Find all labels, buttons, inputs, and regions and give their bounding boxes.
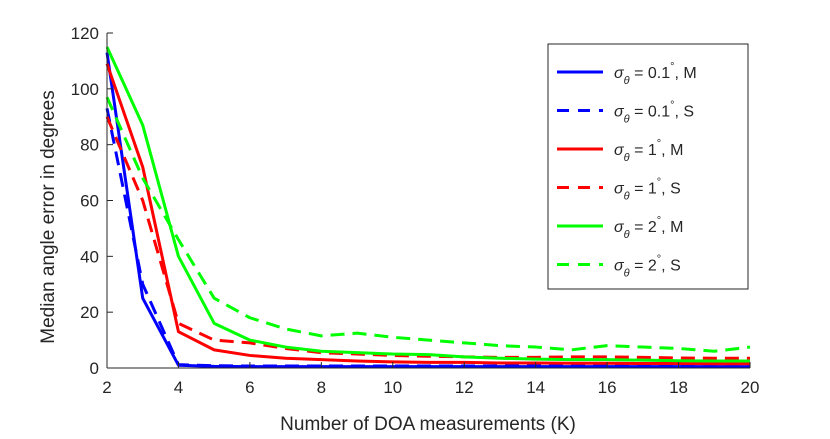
- y-tick-label: 100: [71, 80, 99, 99]
- x-tick-label: 14: [526, 378, 545, 397]
- y-tick-label: 120: [71, 24, 99, 43]
- series-layer: [105, 46, 751, 369]
- legend: σθ = 0.1°, M σθ = 0.1°, S σθ = 1°, M σθ = 1…: [547, 43, 749, 290]
- legend-label-6: σθ = 2°, S: [614, 254, 681, 280]
- x-axis-label: Number of DOA measurements (K): [280, 414, 576, 435]
- series-line-4: [105, 116, 750, 360]
- y-tick-label: 60: [80, 192, 99, 211]
- y-tick-label: 20: [80, 303, 99, 322]
- x-tick-label: 12: [455, 378, 474, 397]
- axes-layer: 2 4 6 8 10 12 14 16 18 20 0 20 40 60 80 100 120: [71, 24, 760, 397]
- series-line-3: [105, 63, 750, 366]
- y-tick-label: 0: [90, 359, 99, 378]
- x-tick-label: 10: [383, 378, 402, 397]
- legend-label-4: σθ = 1°, S: [614, 177, 681, 203]
- x-tick-label: 16: [598, 378, 617, 397]
- x-tick-label: 4: [174, 378, 183, 397]
- legend-label-5: σθ = 2°, M: [614, 215, 683, 241]
- legend-label-3: σθ = 1°, M: [614, 138, 683, 164]
- series-line-2: [105, 108, 750, 368]
- x-tick-label: 20: [741, 378, 760, 397]
- legend-label-1: σθ = 0.1°, M: [614, 61, 697, 87]
- y-tick-label: 80: [80, 136, 99, 155]
- legend-label-2: σθ = 0.1°, S: [614, 100, 694, 126]
- series-line-5: [105, 46, 750, 363]
- x-tick-label: 8: [317, 378, 326, 397]
- series-line-6: [105, 96, 751, 353]
- y-tick-label: 40: [80, 247, 99, 266]
- y-axis-label: Median angle error in degrees: [38, 90, 59, 344]
- x-tick-label: 2: [102, 378, 111, 397]
- legend-box: [547, 43, 749, 290]
- x-tick-label: 18: [669, 378, 688, 397]
- x-tick-label: 6: [245, 378, 254, 397]
